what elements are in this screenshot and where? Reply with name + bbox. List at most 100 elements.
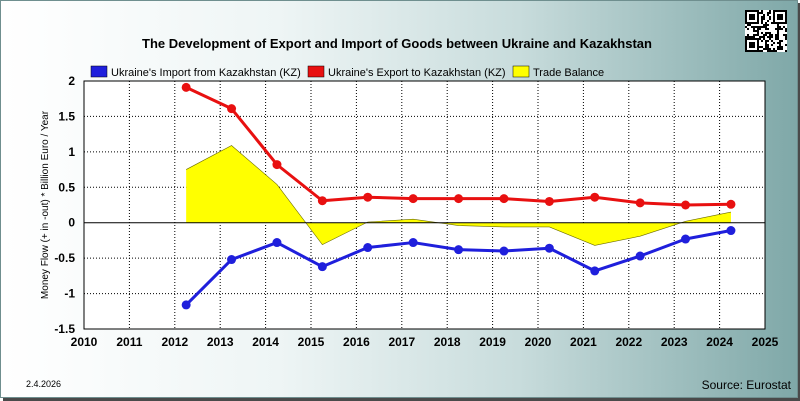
qr-module: [777, 22, 779, 24]
qr-module: [753, 10, 755, 12]
qr-module: [745, 22, 747, 24]
qr-module: [759, 46, 761, 48]
qr-module: [775, 36, 777, 38]
qr-module: [745, 42, 747, 44]
qr-module: [761, 22, 763, 24]
qr-module: [747, 24, 749, 26]
x-tick-label: 2012: [161, 335, 188, 349]
qr-module: [785, 20, 787, 22]
qr-module: [773, 50, 775, 52]
qr-module: [779, 14, 781, 16]
qr-module: [777, 34, 779, 36]
qr-module: [767, 20, 769, 22]
x-tick-label: 2014: [252, 335, 279, 349]
qr-module: [755, 50, 757, 52]
qr-module: [781, 22, 783, 24]
qr-module: [777, 26, 779, 28]
qr-module: [751, 42, 753, 44]
qr-module: [783, 22, 785, 24]
qr-module: [745, 44, 747, 46]
qr-module: [745, 14, 747, 16]
data-point-export: [181, 82, 191, 92]
qr-module: [757, 40, 759, 42]
qr-module: [769, 32, 771, 34]
x-tick-label: 2011: [116, 335, 142, 349]
qr-module: [779, 42, 781, 44]
data-point-import: [181, 300, 191, 310]
qr-module: [749, 50, 751, 52]
x-tick-label: 2024: [706, 335, 733, 349]
qr-module: [757, 42, 759, 44]
qr-module: [765, 24, 767, 26]
qr-module: [753, 22, 755, 24]
qr-module: [747, 10, 749, 12]
qr-module: [781, 48, 783, 50]
qr-module: [753, 50, 755, 52]
legend-swatch-balance: [512, 65, 530, 78]
qr-module: [773, 42, 775, 44]
data-point-import: [681, 234, 691, 244]
qr-module: [755, 38, 757, 40]
footer-date: 2.4.2026: [26, 379, 61, 389]
qr-module: [765, 46, 767, 48]
qr-module: [775, 34, 777, 36]
qr-module: [781, 28, 783, 30]
qr-module: [777, 14, 779, 16]
qr-module: [773, 12, 775, 14]
qr-module: [749, 10, 751, 12]
qr-module: [745, 18, 747, 20]
qr-module: [765, 40, 767, 42]
data-point-import: [726, 226, 736, 236]
qr-module: [767, 36, 769, 38]
qr-module: [751, 14, 753, 16]
x-tick-label: 2010: [71, 335, 98, 349]
qr-module: [751, 10, 753, 12]
qr-module: [779, 40, 781, 42]
y-axis-ticks: 2 1.5 1 0.5 0 -0.5 -1 -1.5: [54, 74, 75, 336]
qr-module: [745, 10, 747, 12]
data-point-import: [272, 238, 282, 248]
qr-module: [777, 46, 779, 48]
qr-module: [785, 12, 787, 14]
qr-module: [767, 32, 769, 34]
qr-module: [751, 50, 753, 52]
qr-module: [763, 24, 765, 26]
x-tick-label: 2017: [388, 335, 415, 349]
qr-module: [755, 34, 757, 36]
qr-module: [773, 14, 775, 16]
data-point-export: [317, 196, 327, 206]
qr-module: [785, 50, 787, 52]
qr-module: [785, 36, 787, 38]
data-point-export: [408, 194, 418, 204]
qr-module: [777, 18, 779, 20]
legend-label-balance: Trade Balance: [533, 67, 604, 79]
qr-module: [753, 18, 755, 20]
qr-module: [771, 22, 773, 24]
y-tick-label: -1.5: [54, 322, 75, 336]
qr-module: [759, 26, 761, 28]
qr-module: [779, 46, 781, 48]
qr-module: [747, 36, 749, 38]
qr-module: [763, 14, 765, 16]
data-point-export: [726, 199, 736, 209]
y-tick-label: 1.5: [58, 109, 75, 123]
qr-module: [753, 44, 755, 46]
qr-module: [759, 36, 761, 38]
qr-module: [781, 10, 783, 12]
qr-module: [765, 48, 767, 50]
qr-module: [779, 22, 781, 24]
qr-module: [751, 22, 753, 24]
qr-module: [745, 38, 747, 40]
legend-swatch-import: [90, 65, 108, 78]
qr-module: [761, 18, 763, 20]
qr-module: [779, 44, 781, 46]
qr-module: [749, 14, 751, 16]
qr-module: [757, 20, 759, 22]
plot-border: [83, 80, 766, 330]
qr-module: [775, 28, 777, 30]
qr-module: [757, 34, 759, 36]
qr-module: [757, 32, 759, 34]
qr-module: [777, 42, 779, 44]
qr-module: [777, 38, 779, 40]
